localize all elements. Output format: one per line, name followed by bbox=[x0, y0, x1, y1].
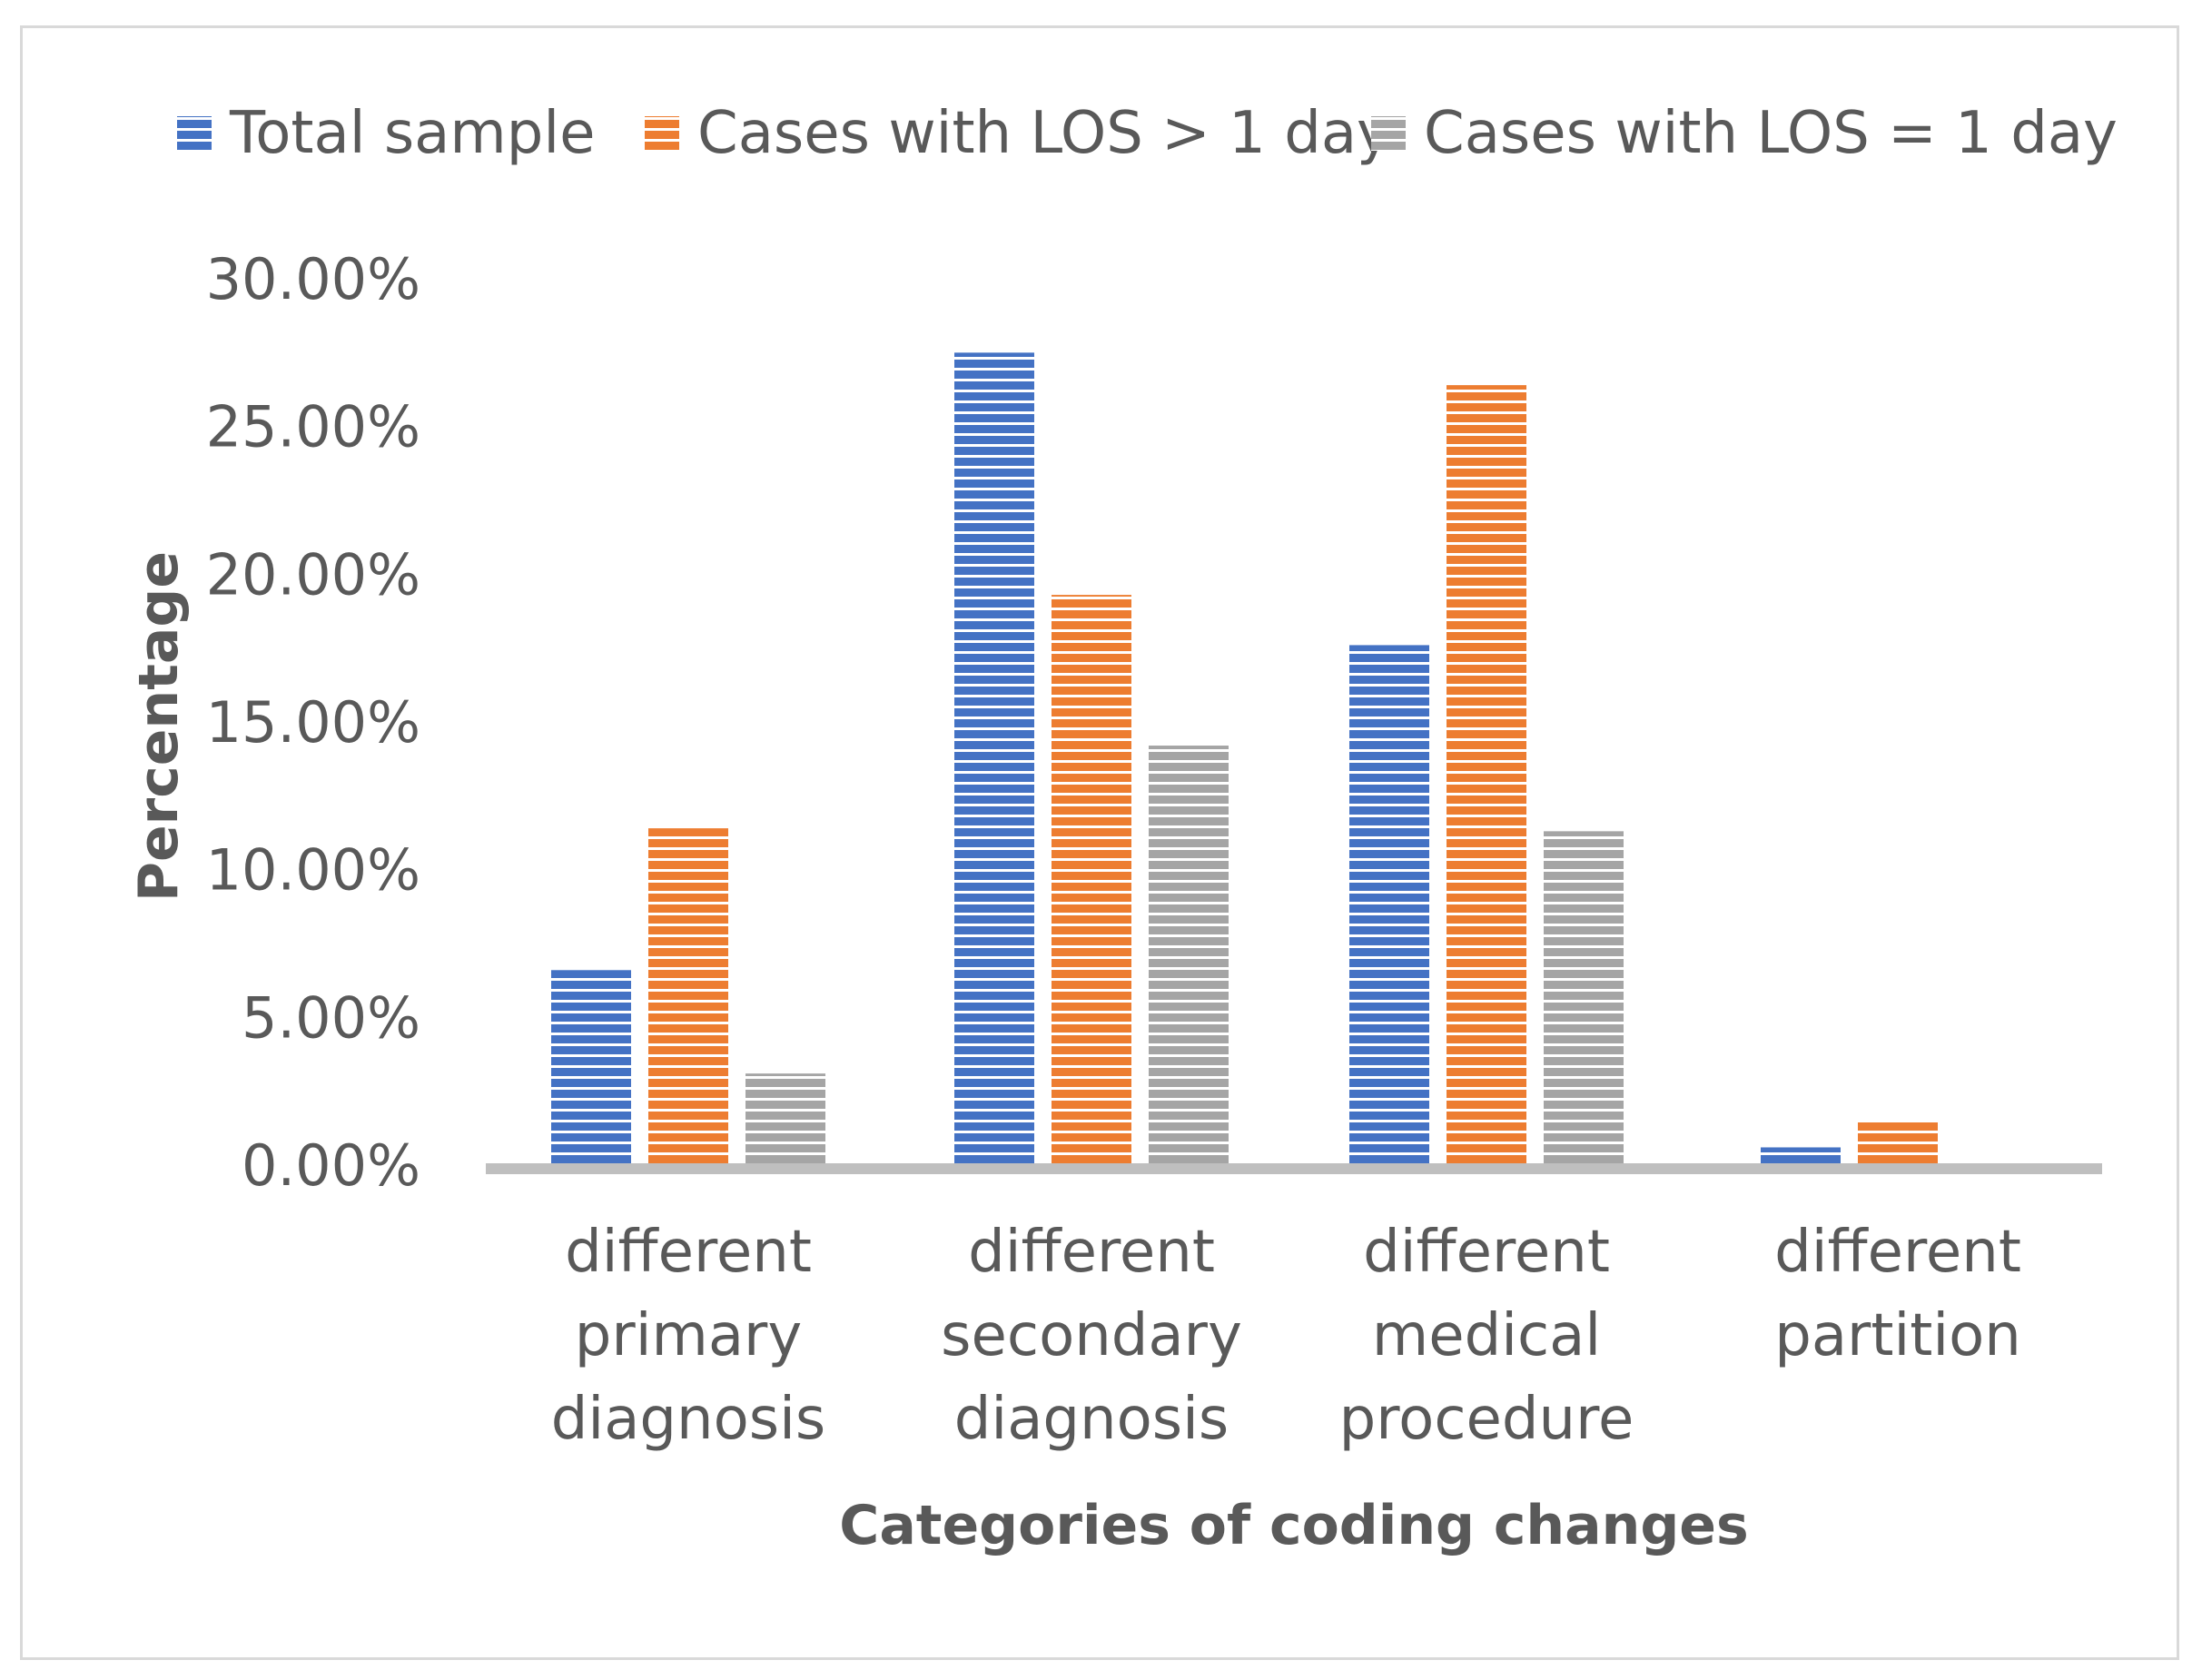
legend-swatch bbox=[177, 116, 212, 151]
legend-swatch bbox=[645, 116, 679, 151]
y-tick-label: 0.00% bbox=[242, 1132, 420, 1199]
bar-cases-with-los-1-day-3 bbox=[1858, 1121, 1938, 1165]
bar-cases-with-los-1-day-1 bbox=[1149, 746, 1229, 1165]
category-label: procedure bbox=[1339, 1386, 1634, 1453]
category-label: different bbox=[968, 1219, 1215, 1286]
category-labels: different primary diagnosis different second… bbox=[551, 1219, 2021, 1453]
y-tick-label: 30.00% bbox=[206, 246, 420, 312]
legend-label: Cases with LOS = 1 day bbox=[1424, 100, 2118, 167]
category-label: different bbox=[1774, 1219, 2021, 1286]
category-label: medical bbox=[1372, 1302, 1601, 1369]
bar-total-sample-0 bbox=[551, 970, 631, 1165]
y-tick-label: 20.00% bbox=[206, 541, 420, 608]
bar-total-sample-1 bbox=[954, 352, 1034, 1165]
bar-cases-with-los-1-day-0 bbox=[746, 1073, 825, 1165]
legend-item: Total sample bbox=[177, 100, 596, 167]
category-label: different bbox=[565, 1219, 812, 1286]
legend-label: Cases with LOS > 1 day bbox=[697, 100, 1391, 167]
bar-total-sample-2 bbox=[1349, 645, 1429, 1165]
legend-item: Cases with LOS = 1 day bbox=[1371, 100, 2118, 167]
category-label: primary bbox=[575, 1302, 802, 1369]
y-tick-label: 25.00% bbox=[206, 394, 420, 460]
legend: Total sample Cases with LOS > 1 day Cases … bbox=[177, 100, 2118, 167]
x-axis-title: Categories of coding changes bbox=[839, 1494, 1748, 1557]
y-tick-label: 15.00% bbox=[206, 689, 420, 756]
category-label: diagnosis bbox=[954, 1386, 1229, 1453]
legend-item: Cases with LOS > 1 day bbox=[645, 100, 1391, 167]
category-label: different bbox=[1363, 1219, 1610, 1286]
category-label: diagnosis bbox=[551, 1386, 825, 1453]
y-axis-ticks: 0.00% 5.00% 10.00% 15.00% 20.00% 25.00% 30.00% bbox=[206, 246, 420, 1199]
y-axis-title: Percentage bbox=[127, 551, 191, 902]
bar-cases-with-los-1-day-2 bbox=[1447, 385, 1526, 1165]
legend-label: Total sample bbox=[229, 100, 596, 167]
category-label: partition bbox=[1774, 1302, 2021, 1369]
y-tick-label: 10.00% bbox=[206, 837, 420, 904]
y-tick-label: 5.00% bbox=[242, 984, 420, 1051]
bars bbox=[551, 352, 1938, 1165]
bar-total-sample-3 bbox=[1761, 1147, 1841, 1165]
legend-swatch bbox=[1371, 116, 1406, 151]
bar-cases-with-los-1-day-2 bbox=[1544, 831, 1624, 1165]
bar-cases-with-los-1-day-1 bbox=[1052, 595, 1131, 1165]
bar-cases-with-los-1-day-0 bbox=[648, 828, 728, 1165]
category-label: secondary bbox=[941, 1302, 1242, 1369]
